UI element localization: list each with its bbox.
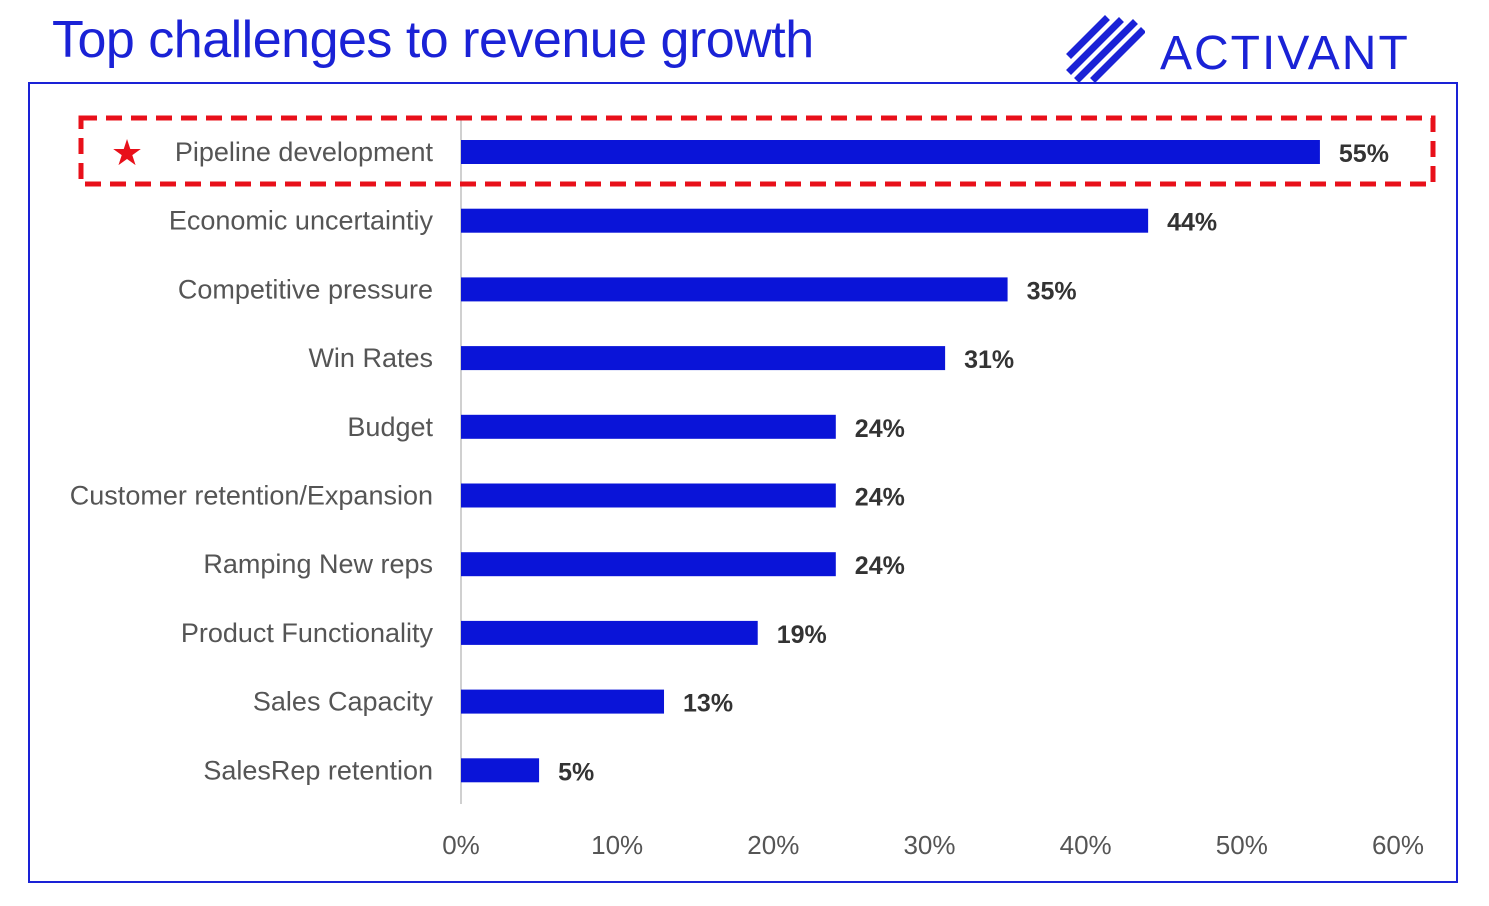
- x-tick-label: 60%: [1372, 830, 1424, 860]
- logo-text: ACTIVANT: [1160, 27, 1410, 80]
- category-label: SalesRep retention: [203, 755, 433, 785]
- value-label: 5%: [558, 758, 594, 786]
- value-label: 24%: [855, 415, 905, 443]
- x-tick-label: 40%: [1060, 830, 1112, 860]
- value-label: 35%: [1027, 277, 1077, 305]
- x-tick-label: 20%: [747, 830, 799, 860]
- category-label: Ramping New reps: [203, 549, 433, 579]
- bar-budget: [461, 414, 836, 439]
- value-label: 44%: [1167, 209, 1217, 237]
- activant-logo: ACTIVANT: [1065, 14, 1465, 84]
- bar-customer-retention-expansion: [461, 483, 836, 508]
- page-title: Top challenges to revenue growth: [52, 11, 814, 69]
- bar-competitive-pressure: [461, 277, 1008, 302]
- x-tick-label: 30%: [903, 830, 955, 860]
- bar-win-rates: [461, 346, 946, 371]
- logo-stripes-icon: [1066, 15, 1145, 83]
- bar-chart: Pipeline development 55% ★ Economic uncerta…: [70, 115, 1436, 860]
- category-label: Customer retention/Expansion: [70, 481, 433, 511]
- bar-product-functionality: [461, 620, 758, 645]
- category-label: Product Functionality: [181, 618, 434, 648]
- value-label: 19%: [777, 621, 827, 649]
- value-label: 13%: [683, 690, 733, 718]
- category-label: Pipeline development: [175, 137, 434, 167]
- chart-frame: Pipeline development 55% ★ Economic uncerta…: [28, 82, 1458, 883]
- category-label: Sales Capacity: [253, 687, 434, 717]
- star-icon: ★: [111, 133, 143, 174]
- value-label: 31%: [964, 346, 1014, 374]
- x-tick-label: 0%: [442, 830, 480, 860]
- category-label: Budget: [347, 412, 433, 442]
- bar-sales-capacity: [461, 689, 665, 714]
- bar-ramping-new-reps: [461, 552, 836, 577]
- bar-pipeline-development: [461, 140, 1320, 164]
- x-tick-label: 50%: [1216, 830, 1268, 860]
- category-label: Economic uncertaintiy: [169, 206, 434, 236]
- category-label: Win Rates: [308, 343, 433, 373]
- highlight-box: [78, 115, 1436, 187]
- x-tick-label: 10%: [591, 830, 643, 860]
- value-label: 55%: [1339, 140, 1389, 168]
- value-label: 24%: [855, 484, 905, 512]
- bar-economic-uncertaintiy: [461, 208, 1149, 233]
- value-label: 24%: [855, 552, 905, 580]
- category-label: Competitive pressure: [178, 274, 433, 304]
- bar-salesrep-retention: [461, 758, 540, 783]
